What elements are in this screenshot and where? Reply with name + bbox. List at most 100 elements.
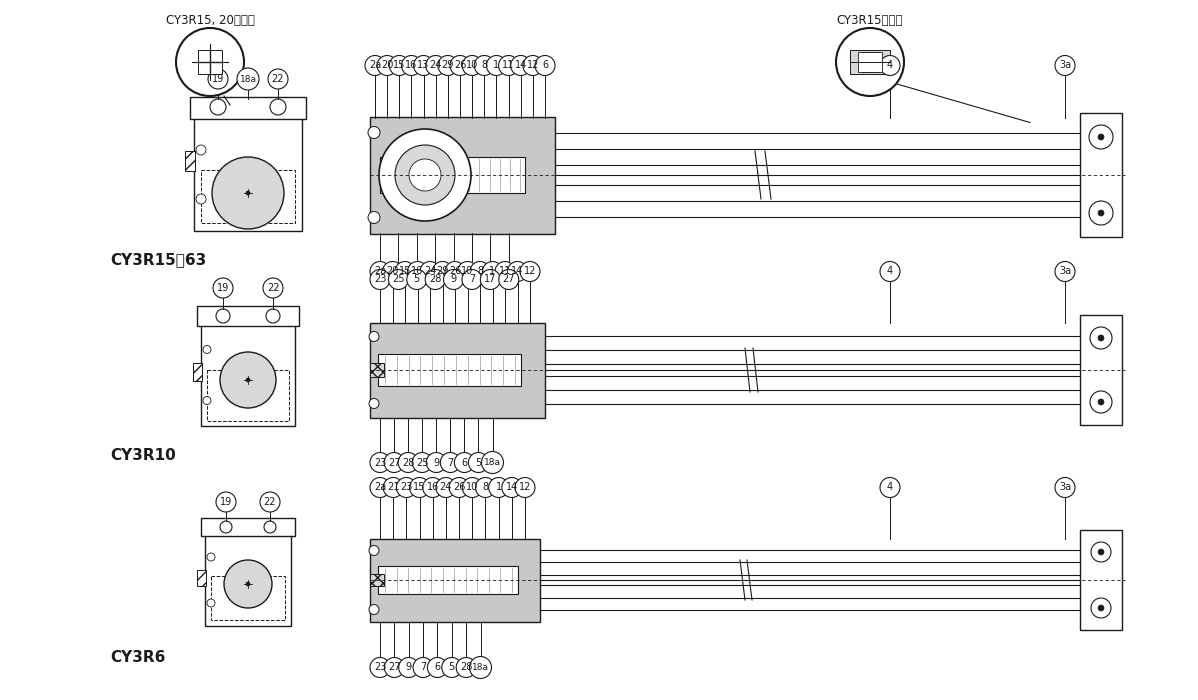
Circle shape [441, 452, 460, 472]
Text: 6: 6 [541, 60, 547, 71]
Circle shape [450, 55, 470, 76]
Text: 3a: 3a [1059, 267, 1071, 276]
Text: 6: 6 [435, 662, 441, 673]
Text: 14: 14 [515, 60, 527, 71]
Bar [201, 324, 295, 426]
Text: 23: 23 [374, 662, 386, 673]
Circle shape [412, 452, 432, 472]
Circle shape [202, 396, 211, 405]
Circle shape [468, 452, 489, 472]
Circle shape [486, 55, 507, 76]
Text: 11: 11 [502, 60, 515, 71]
Circle shape [385, 452, 404, 472]
Circle shape [370, 262, 391, 281]
Circle shape [270, 99, 286, 115]
Text: 21: 21 [387, 482, 399, 493]
Text: 27: 27 [388, 458, 400, 468]
Circle shape [1090, 327, 1112, 349]
Circle shape [495, 262, 515, 281]
Bar [370, 574, 385, 586]
Circle shape [425, 55, 446, 76]
Text: CY3R6: CY3R6 [110, 650, 165, 666]
Text: 10: 10 [466, 60, 478, 71]
Circle shape [407, 262, 428, 281]
Circle shape [246, 191, 250, 195]
Circle shape [444, 262, 465, 281]
Text: 4: 4 [887, 267, 893, 276]
Circle shape [395, 145, 455, 205]
Circle shape [196, 145, 206, 155]
Text: 22: 22 [264, 497, 277, 507]
Circle shape [462, 477, 483, 498]
Circle shape [458, 262, 478, 281]
Text: 24: 24 [440, 482, 452, 493]
Circle shape [428, 657, 447, 678]
Circle shape [425, 270, 446, 290]
Bar [1081, 113, 1123, 237]
Circle shape [502, 477, 522, 498]
Text: 7: 7 [420, 662, 426, 673]
Text: 26: 26 [453, 482, 465, 493]
Circle shape [382, 262, 403, 281]
Text: 27: 27 [388, 662, 400, 673]
Circle shape [370, 477, 391, 498]
Circle shape [508, 262, 527, 281]
Text: 14: 14 [512, 267, 524, 276]
Text: 22: 22 [272, 74, 284, 84]
Text: CY3R15の場合: CY3R15の場合 [836, 14, 903, 27]
Circle shape [1089, 201, 1113, 225]
Circle shape [196, 194, 206, 204]
Circle shape [522, 55, 543, 76]
Text: CY3R15, 20の場合: CY3R15, 20の場合 [165, 14, 254, 27]
Circle shape [395, 262, 415, 281]
Circle shape [224, 560, 272, 608]
Text: 13: 13 [417, 60, 430, 71]
Circle shape [480, 270, 501, 290]
Text: 22: 22 [267, 283, 279, 293]
Circle shape [1099, 399, 1105, 405]
Text: CY3R15～63: CY3R15～63 [110, 253, 206, 267]
Circle shape [370, 452, 391, 472]
Circle shape [369, 545, 379, 556]
Circle shape [379, 129, 471, 221]
Circle shape [454, 452, 474, 472]
Text: 7: 7 [468, 274, 476, 284]
Text: 4: 4 [887, 60, 893, 71]
Circle shape [216, 492, 236, 512]
Circle shape [1055, 262, 1075, 281]
Text: 5: 5 [449, 662, 455, 673]
Bar [198, 50, 222, 74]
Circle shape [220, 521, 232, 533]
Text: 14: 14 [506, 482, 518, 493]
Text: 27: 27 [502, 274, 515, 284]
Text: 29: 29 [442, 60, 454, 71]
Text: 23: 23 [400, 482, 412, 493]
Circle shape [246, 378, 250, 382]
Circle shape [515, 477, 536, 498]
Circle shape [388, 270, 409, 290]
Text: 11: 11 [498, 267, 512, 276]
Circle shape [436, 477, 456, 498]
Text: 8: 8 [482, 60, 488, 71]
Circle shape [268, 69, 288, 89]
Circle shape [202, 346, 211, 354]
Circle shape [1091, 542, 1111, 562]
Text: 15: 15 [393, 60, 405, 71]
Circle shape [483, 262, 502, 281]
Text: 23: 23 [374, 274, 386, 284]
Circle shape [442, 657, 461, 678]
Text: 25: 25 [416, 458, 429, 468]
Circle shape [383, 477, 404, 498]
Bar [370, 363, 385, 377]
Circle shape [462, 270, 482, 290]
Text: 7: 7 [447, 458, 453, 468]
Text: 6: 6 [461, 458, 467, 468]
Circle shape [246, 582, 250, 586]
Circle shape [881, 55, 900, 76]
Text: 25: 25 [392, 274, 405, 284]
Text: 2a: 2a [374, 482, 386, 493]
Circle shape [1099, 335, 1105, 341]
Text: 5: 5 [476, 458, 482, 468]
Circle shape [462, 55, 482, 76]
Circle shape [398, 452, 418, 472]
